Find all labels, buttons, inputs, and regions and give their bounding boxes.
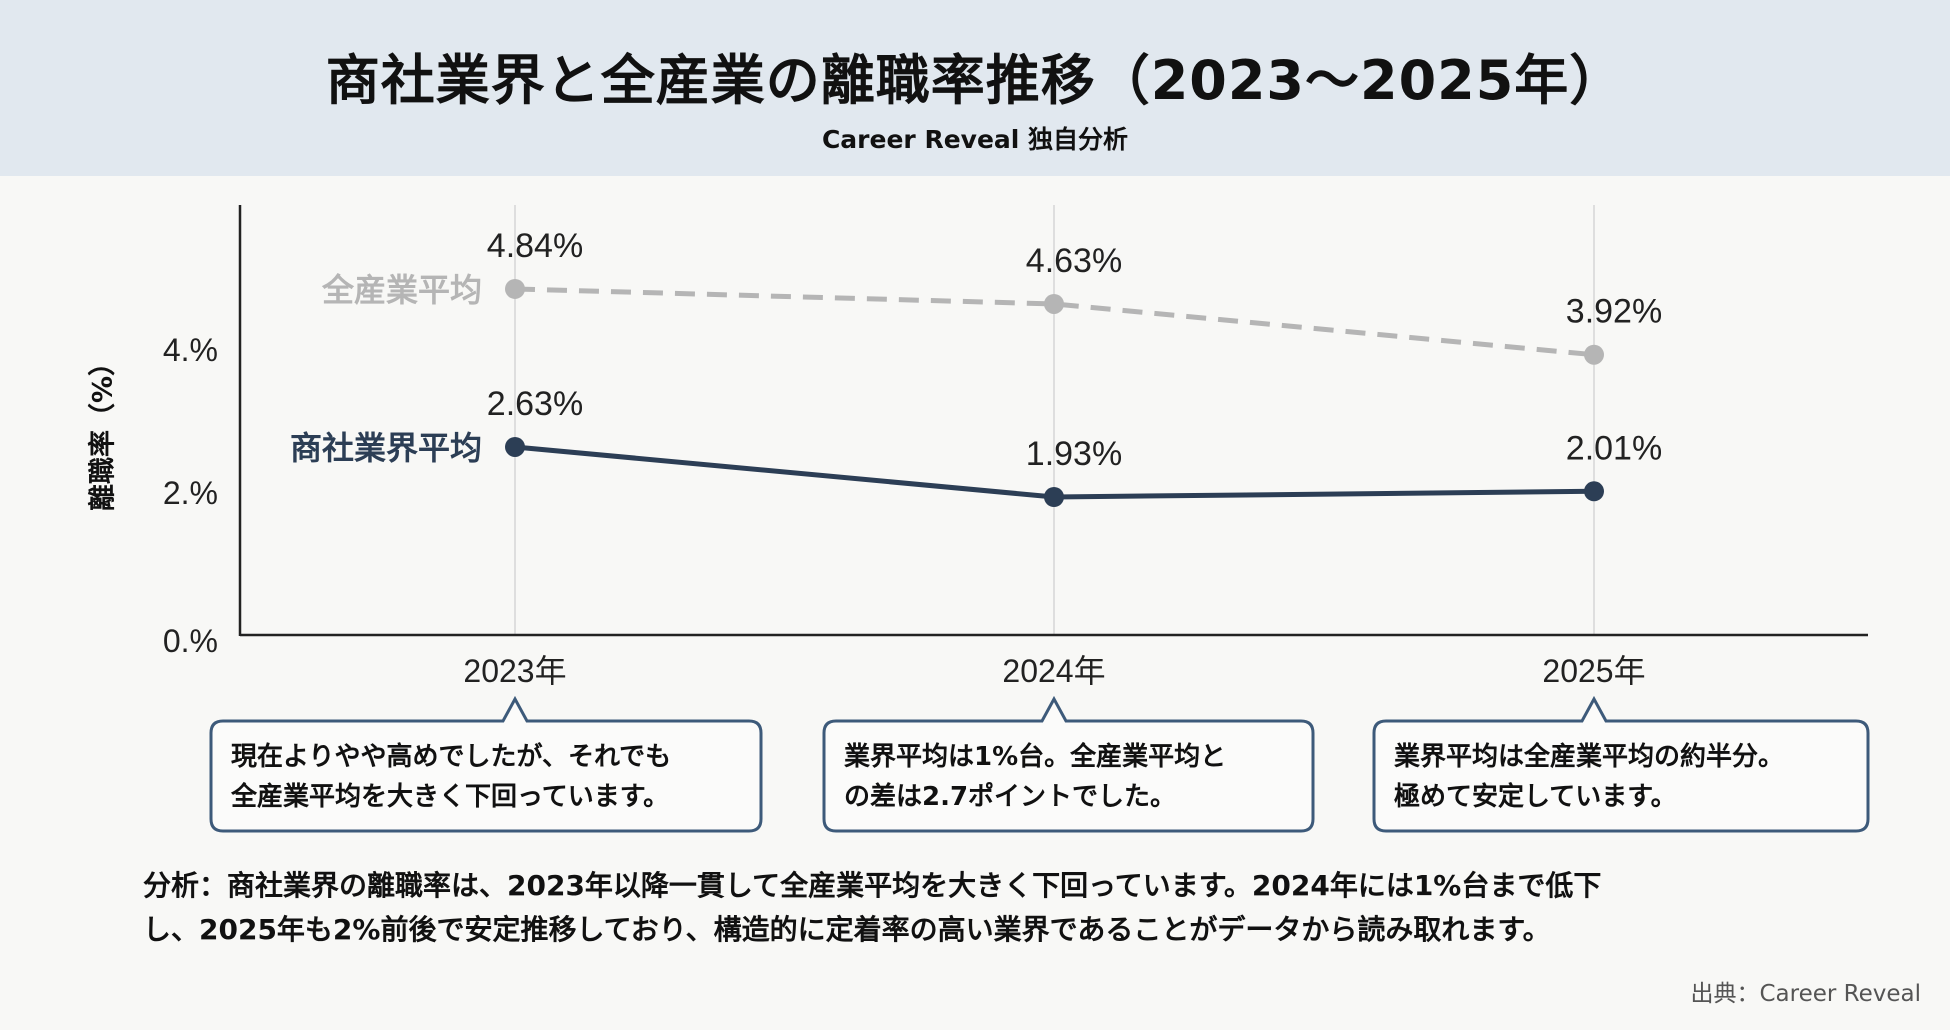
callout-line: 現在よりやや高めでしたが、それでも: [231, 742, 672, 772]
callout-bubble-shape: [822, 695, 1315, 833]
callout-2024: 業界平均は1%台。全産業平均と の差は2.7ポイントでした。: [824, 721, 1313, 831]
y-tick-label: 4.%: [163, 332, 218, 368]
header-band: 商社業界と全産業の離職率推移（2023〜2025年） Career Reveal…: [0, 0, 1950, 176]
analysis-line: し、2025年も2%前後で安定推移しており、構造的に定着率の高い業界であることが…: [143, 913, 1551, 946]
legend-label: 商社業界平均: [290, 429, 482, 467]
y-axis-label: 離職率（%）: [87, 348, 119, 512]
callout-2025: 業界平均は全産業平均の約半分。 極めて安定しています。: [1374, 721, 1868, 831]
y-tick-label: 2.%: [163, 475, 218, 511]
data-point: [505, 278, 525, 299]
x-tick-label: 2023年: [463, 653, 566, 689]
analysis-text: 分析：商社業界の離職率は、2023年以降一貫して全産業平均を大きく下回っています…: [143, 864, 1843, 952]
data-point: [1044, 293, 1064, 314]
data-point: [1044, 487, 1064, 508]
page-title: 商社業界と全産業の離職率推移（2023〜2025年）: [325, 49, 1625, 112]
data-label: 2.63%: [487, 385, 583, 423]
x-tick-label: 2024年: [1002, 653, 1105, 689]
legend-label: 全産業平均: [321, 271, 482, 309]
series-line-all-industry: [514, 286, 1595, 358]
callout-bubble-shape: [1372, 695, 1870, 833]
data-label: 4.63%: [1026, 242, 1122, 280]
callout-bubble-shape: [209, 695, 763, 833]
source-credit: 出典：Career Reveal: [1690, 981, 1921, 1007]
callout-line: 全産業平均を大きく下回っています。: [231, 782, 670, 812]
callout-line: の差は2.7ポイントでした。: [844, 782, 1177, 812]
y-tick-label: 0.%: [163, 623, 218, 659]
callout-line: 極めて安定しています。: [1394, 782, 1677, 812]
data-label: 3.92%: [1566, 293, 1662, 331]
data-point: [1584, 344, 1604, 365]
data-label: 4.84%: [487, 227, 583, 265]
data-point: [505, 436, 525, 457]
data-label: 1.93%: [1026, 435, 1122, 473]
analysis-line: 分析：商社業界の離職率は、2023年以降一貫して全産業平均を大きく下回っています…: [143, 869, 1602, 902]
page-subtitle: Career Reveal 独自分析: [821, 125, 1129, 154]
callout-line: 業界平均は1%台。全産業平均と: [844, 742, 1227, 772]
data-point: [1584, 481, 1604, 502]
callout-line: 業界平均は全産業平均の約半分。: [1394, 742, 1785, 772]
data-label: 2.01%: [1566, 429, 1662, 467]
x-tick-label: 2025年: [1542, 653, 1645, 689]
callout-2023: 現在よりやや高めでしたが、それでも 全産業平均を大きく下回っています。: [211, 721, 761, 831]
